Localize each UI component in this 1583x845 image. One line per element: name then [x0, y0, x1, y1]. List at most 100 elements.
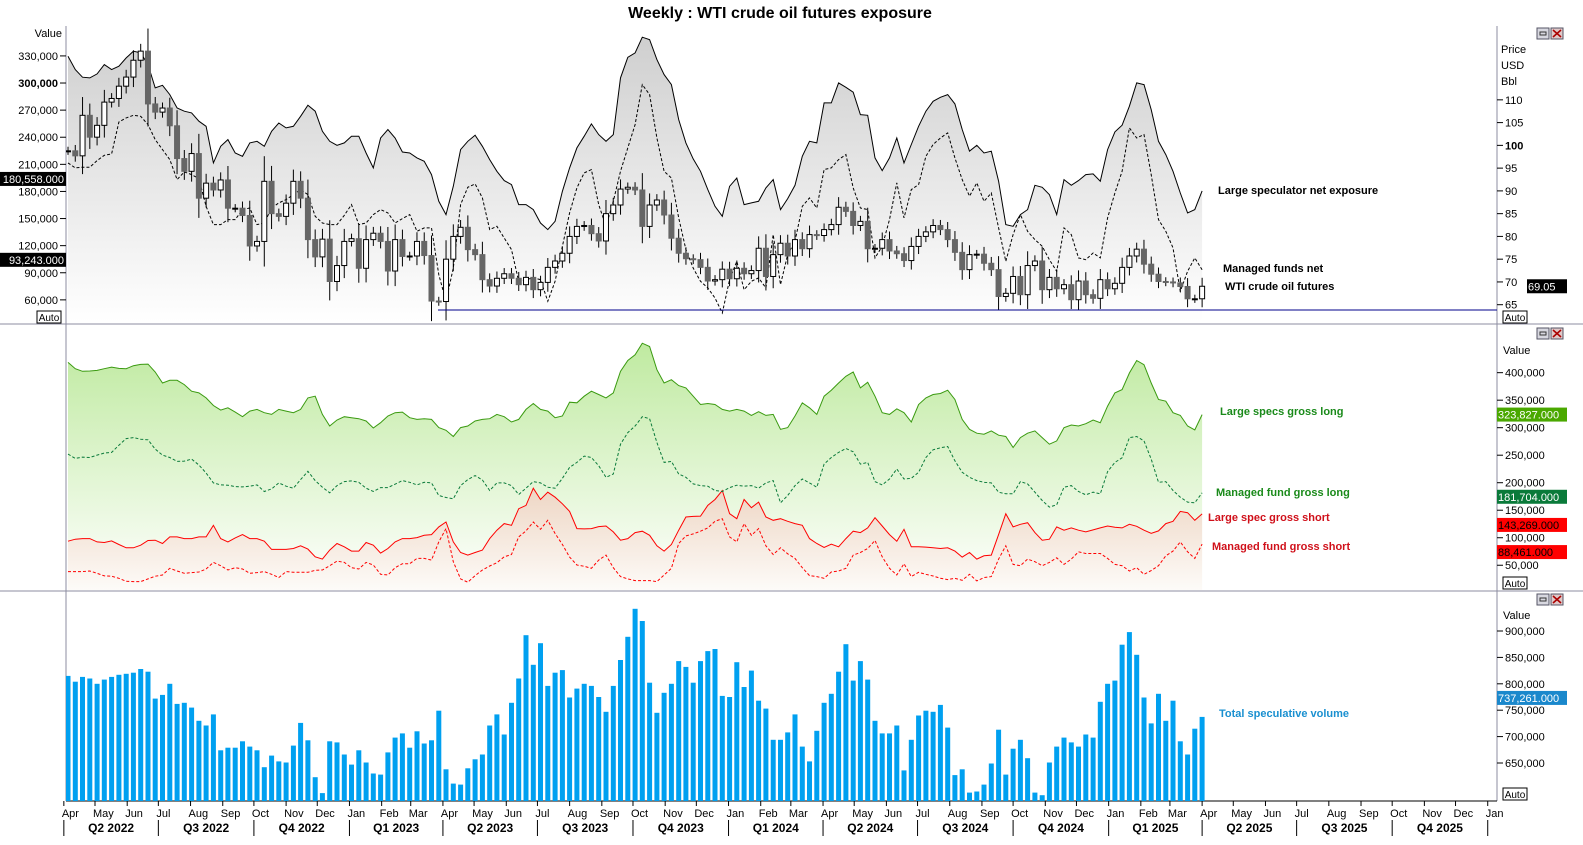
volume-bar: [618, 660, 623, 801]
y-tick-label: 800,000: [1505, 679, 1545, 691]
candle: [792, 229, 798, 266]
volume-bar: [610, 685, 616, 801]
candle: [690, 254, 697, 265]
candle-body: [842, 206, 849, 212]
candle: [1010, 266, 1017, 304]
candle-body: [922, 231, 929, 237]
price-tick-label: 65: [1505, 300, 1517, 312]
y-tick-label: 150,000: [1505, 505, 1545, 517]
candle: [254, 235, 261, 252]
volume-bar: [240, 741, 245, 801]
candle: [152, 96, 159, 120]
volume-bar: [901, 770, 907, 801]
restore-icon[interactable]: [1536, 27, 1550, 40]
candle-body: [174, 125, 181, 160]
close-icon[interactable]: [1550, 327, 1564, 340]
managed_net-value-tag: 93,243.000: [0, 252, 66, 267]
mf_gross_short-line: [68, 518, 1203, 583]
volume-bar: [1025, 758, 1031, 801]
candle: [224, 165, 231, 223]
volume-bar: [138, 669, 144, 801]
volume-bar: [1105, 683, 1111, 801]
candle-body: [254, 240, 261, 247]
candle: [573, 218, 580, 245]
auto-button-middle[interactable]: Auto: [1502, 576, 1528, 590]
month-label: Nov: [1043, 808, 1063, 820]
candle-body: [886, 239, 893, 252]
panel-net-exposure: [66, 28, 1206, 322]
candle-body: [726, 268, 733, 280]
candle-body: [988, 262, 995, 271]
candle: [610, 197, 617, 221]
volume-bar: [836, 671, 842, 801]
candle-body: [217, 179, 224, 191]
candle-body: [871, 247, 878, 250]
candle-body: [203, 182, 210, 199]
candle-body: [94, 124, 101, 138]
volume-bar: [130, 672, 136, 801]
candle: [595, 227, 602, 248]
candle: [1170, 277, 1177, 288]
volume-bar: [632, 608, 638, 801]
candle: [1002, 288, 1009, 302]
month-label: Aug: [568, 808, 588, 820]
volume-bar: [574, 688, 580, 801]
auto-button-left-top[interactable]: Auto: [36, 310, 62, 324]
middle-axis-header: Value: [1503, 345, 1530, 357]
candle: [559, 246, 566, 268]
candle-body: [610, 204, 617, 215]
candle-body: [850, 210, 857, 226]
volume-bar: [225, 747, 231, 801]
candle-body: [915, 235, 922, 247]
candle-body: [821, 229, 828, 237]
value-tag-text: 737,261.000: [1498, 693, 1559, 705]
candle-body: [937, 224, 944, 231]
candle-body: [1068, 284, 1075, 301]
candle: [421, 232, 428, 265]
volume-bar: [1010, 748, 1016, 801]
restore-icon[interactable]: [1536, 327, 1550, 340]
candle: [181, 150, 188, 180]
volume-bar: [254, 750, 260, 801]
candle: [304, 179, 311, 259]
month-label: Aug: [1327, 808, 1347, 820]
candle-body: [530, 276, 537, 291]
candle: [1155, 267, 1162, 289]
candle: [399, 229, 406, 267]
candle-body: [1097, 279, 1104, 299]
restore-icon[interactable]: [1536, 593, 1550, 606]
y-tick-label: 120,000: [18, 241, 58, 253]
candle: [1046, 268, 1053, 299]
candle: [203, 173, 210, 208]
candle: [1039, 246, 1046, 304]
auto-button-right-top[interactable]: Auto: [1502, 310, 1528, 324]
volume-bar: [923, 710, 929, 801]
candle: [108, 93, 115, 108]
value-tag-text: 181,704.000: [1498, 492, 1559, 504]
close-icon[interactable]: [1550, 593, 1564, 606]
candle: [275, 208, 282, 222]
candle-body: [297, 180, 304, 199]
candle-body: [799, 239, 806, 250]
candle-body: [697, 259, 704, 268]
candle: [632, 182, 639, 196]
y-tick-label: 90,000: [24, 268, 58, 280]
candle-body: [1017, 275, 1024, 296]
candle: [602, 199, 609, 255]
auto-button-bottom[interactable]: Auto: [1502, 787, 1528, 801]
candle-body: [944, 229, 951, 241]
y-tick-label: 240,000: [18, 132, 58, 144]
candle-body: [486, 279, 493, 287]
candle: [261, 156, 268, 267]
volume-bar: [785, 732, 791, 801]
candle: [901, 247, 908, 268]
volume-bar: [363, 762, 369, 801]
close-icon[interactable]: [1550, 27, 1564, 40]
candle-body: [893, 250, 900, 255]
candle-body: [108, 97, 115, 103]
month-label: Dec: [1454, 808, 1474, 820]
volume-bar: [232, 747, 238, 801]
candle: [646, 193, 653, 238]
volume-bar: [559, 670, 565, 801]
candle: [1199, 277, 1206, 308]
